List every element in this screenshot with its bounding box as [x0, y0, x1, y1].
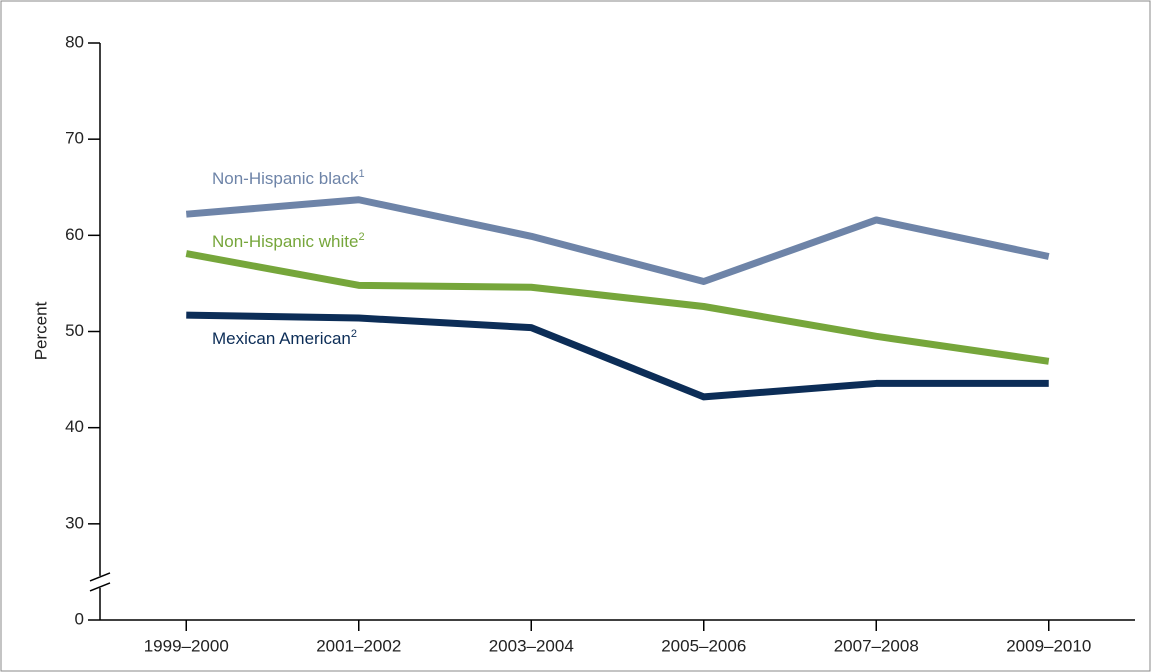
series-note: 2	[351, 328, 357, 340]
y-tick-label: 60	[65, 225, 84, 244]
series-label: Non-Hispanic black1	[212, 168, 365, 189]
series-name: Non-Hispanic black	[212, 169, 359, 188]
series-note: 1	[358, 168, 364, 180]
y-tick-label: 70	[65, 129, 84, 148]
series-name: Non-Hispanic white	[212, 232, 358, 251]
series-line	[185, 250, 1050, 365]
y-axis-label: Percent	[31, 301, 50, 360]
y-tick-label: 40	[65, 417, 84, 436]
x-tick-label: 1999–2000	[144, 636, 229, 655]
series-name: Mexican American	[212, 329, 351, 348]
y-tick-label: 0	[75, 609, 84, 628]
series-label: Mexican American2	[212, 328, 357, 349]
x-tick-label: 2001–2002	[316, 636, 401, 655]
x-tick-label: 2003–2004	[489, 636, 574, 655]
y-tick-label: 30	[65, 513, 84, 532]
x-tick-label: 2009–2010	[1006, 636, 1091, 655]
y-tick-label: 80	[65, 32, 84, 51]
axis-break	[89, 582, 111, 592]
x-tick-label: 2005–2006	[661, 636, 746, 655]
series-note: 2	[358, 231, 364, 243]
series-label: Non-Hispanic white2	[212, 231, 365, 252]
y-tick-label: 50	[65, 321, 84, 340]
series-line	[186, 311, 1049, 401]
x-tick-label: 2007–2008	[834, 636, 919, 655]
axis-break	[89, 572, 111, 582]
series-line	[185, 196, 1050, 285]
